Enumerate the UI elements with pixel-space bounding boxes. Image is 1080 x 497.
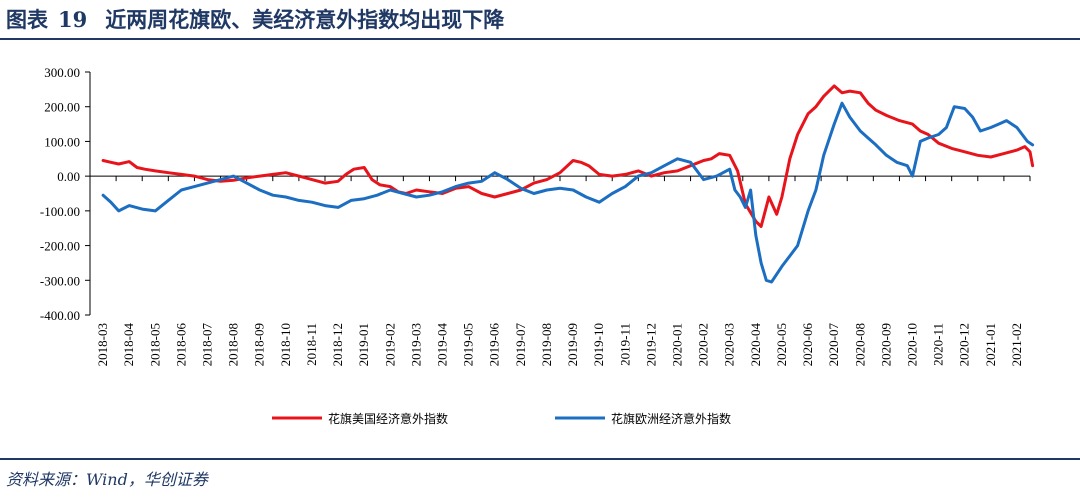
- title-rule: [0, 38, 1080, 40]
- y-tick-label: 300.00: [44, 65, 80, 80]
- x-tick-label: 2020-05: [774, 323, 789, 366]
- source-rule: [0, 458, 1080, 460]
- y-tick-label: -100.00: [40, 204, 80, 219]
- x-tick-label: 2018-12: [330, 323, 345, 366]
- x-tick-label: 2019-12: [643, 323, 658, 366]
- eu-legend-label: 花旗欧洲经济意外指数: [611, 411, 731, 426]
- x-tick-label: 2019-07: [513, 323, 528, 367]
- x-tick-label: 2021-01: [983, 323, 998, 366]
- y-tick-label: -400.00: [40, 308, 80, 323]
- x-tick-label: 2020-01: [670, 323, 685, 366]
- eu-series-line: [101, 101, 1035, 284]
- y-tick-label: 0.00: [57, 169, 80, 184]
- x-tick-label: 2020-02: [696, 323, 711, 366]
- figure-label: 图表: [6, 7, 48, 32]
- x-tick-label: 2019-05: [461, 323, 476, 366]
- x-tick-label: 2020-11: [931, 323, 946, 366]
- x-tick-label: 2018-09: [252, 323, 267, 366]
- x-tick-label: 2021-02: [1009, 323, 1024, 366]
- x-tick-label: 2020-10: [905, 323, 920, 366]
- x-tick-label: 2018-06: [173, 323, 188, 367]
- x-tick-label: 2018-03: [95, 323, 110, 366]
- x-tick-label: 2020-12: [957, 323, 972, 366]
- x-tick-label: 2020-08: [852, 323, 867, 366]
- x-tick-label: 2019-02: [382, 323, 397, 366]
- x-tick-label: 2019-08: [539, 323, 554, 366]
- y-tick-label: -200.00: [40, 239, 80, 254]
- x-tick-label: 2020-03: [722, 323, 737, 366]
- x-tick-label: 2019-01: [356, 323, 371, 366]
- us-legend-label: 花旗美国经济意外指数: [328, 411, 448, 426]
- x-tick-label: 2019-09: [565, 323, 580, 366]
- y-tick-label: 200.00: [44, 100, 80, 115]
- x-tick-label: 2020-04: [748, 323, 763, 367]
- x-tick-label: 2018-05: [147, 323, 162, 366]
- x-tick-label: 2019-04: [435, 323, 450, 367]
- x-tick-label: 2018-08: [226, 323, 241, 366]
- line-chart: 300.00 200.00 100.00 0.00 -100.00 -200.00 -300…: [40, 65, 1035, 426]
- figure-title-text: 近两周花旗欧、美经济意外指数均出现下降: [105, 7, 505, 32]
- x-tick-label: 2018-10: [278, 323, 293, 366]
- y-tick-label: -300.00: [40, 273, 80, 288]
- figure-title: 图表 19 近两周花旗欧、美经济意外指数均出现下降: [6, 4, 504, 34]
- x-tick-label: 2019-11: [617, 323, 632, 366]
- x-tick-label: 2018-07: [200, 323, 215, 367]
- source-note: 资料来源：Wind，华创证券: [6, 470, 208, 489]
- x-tick-label: 2018-11: [304, 323, 319, 366]
- x-tick-label: 2018-04: [121, 323, 136, 367]
- us-series-line: [101, 84, 1035, 228]
- x-tick-label: 2020-07: [826, 323, 841, 367]
- x-tick-label: 2020-09: [878, 323, 893, 366]
- y-tick-label: 100.00: [44, 134, 80, 149]
- x-tick-label: 2019-06: [487, 323, 502, 367]
- figure-number: 19: [58, 7, 88, 32]
- x-tick-label: 2019-10: [591, 323, 606, 366]
- x-tick-label: 2020-06: [800, 323, 815, 367]
- x-tick-label: 2019-03: [408, 323, 423, 366]
